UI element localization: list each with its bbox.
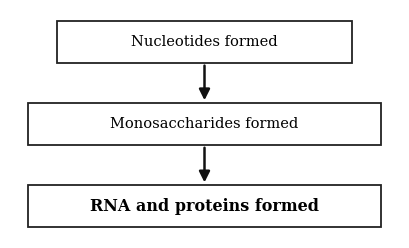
Text: Nucleotides formed: Nucleotides formed	[131, 35, 278, 49]
FancyBboxPatch shape	[57, 21, 352, 63]
FancyBboxPatch shape	[28, 185, 381, 227]
Text: Monosaccharides formed: Monosaccharides formed	[110, 117, 299, 131]
Text: RNA and proteins formed: RNA and proteins formed	[90, 198, 319, 215]
FancyBboxPatch shape	[28, 103, 381, 145]
